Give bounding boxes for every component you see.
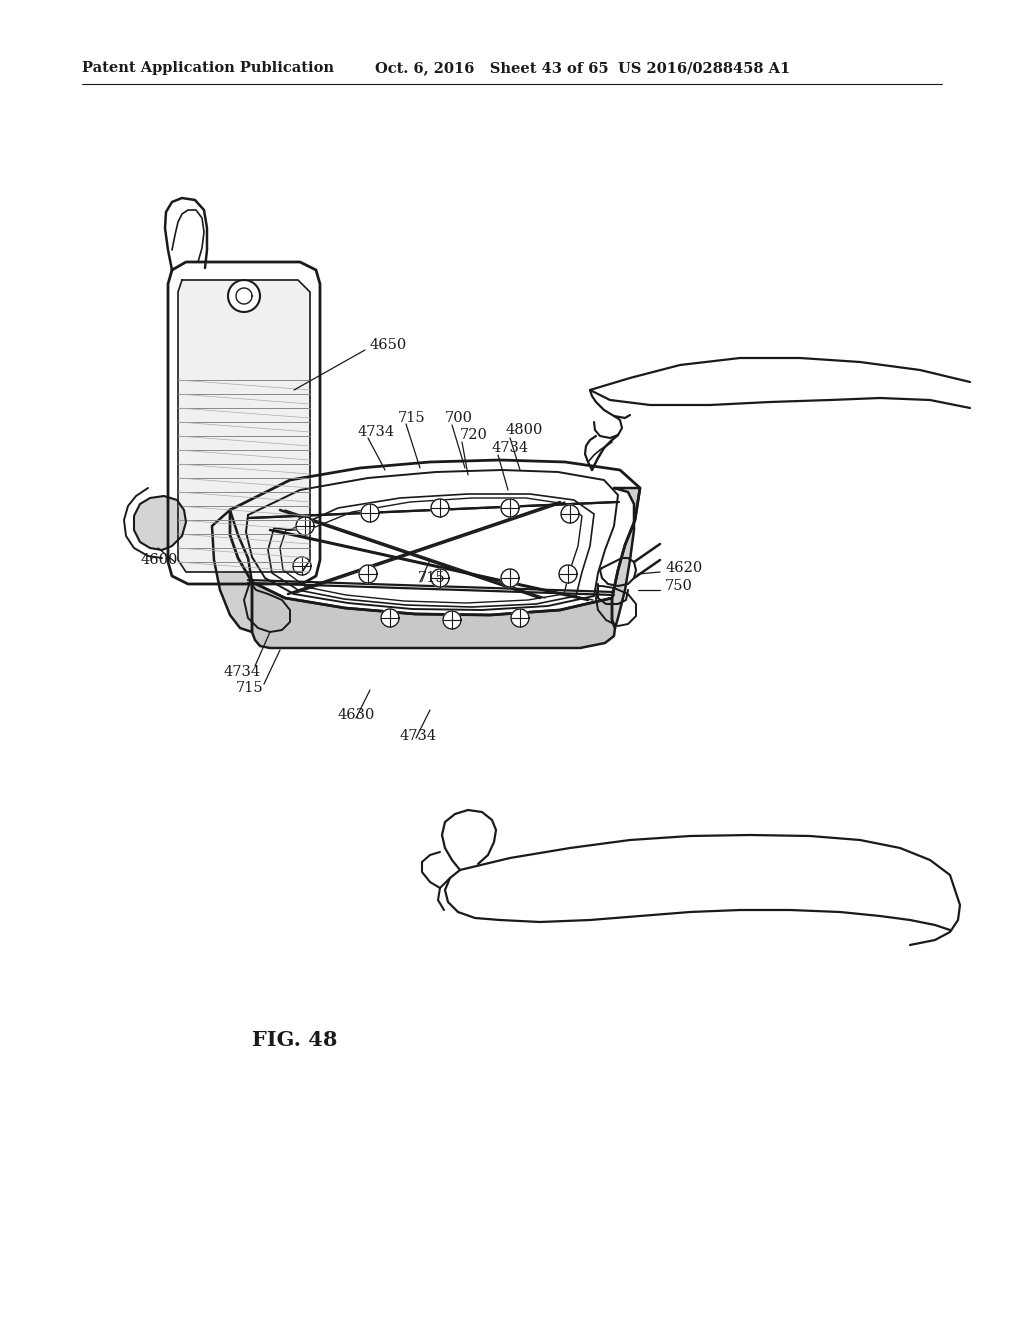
Text: 715: 715 xyxy=(418,572,445,585)
Polygon shape xyxy=(612,488,640,628)
Text: Patent Application Publication: Patent Application Publication xyxy=(82,61,334,75)
Polygon shape xyxy=(212,510,252,632)
Text: 4620: 4620 xyxy=(665,561,702,576)
Polygon shape xyxy=(501,499,519,517)
Text: 720: 720 xyxy=(460,428,487,442)
Text: 4734: 4734 xyxy=(492,441,529,455)
Text: US 2016/0288458 A1: US 2016/0288458 A1 xyxy=(618,61,791,75)
Text: 4600: 4600 xyxy=(140,553,178,568)
Polygon shape xyxy=(443,611,461,630)
Polygon shape xyxy=(134,496,186,550)
Polygon shape xyxy=(431,499,449,517)
Text: 4734: 4734 xyxy=(358,425,395,440)
Polygon shape xyxy=(511,609,529,627)
Polygon shape xyxy=(178,280,310,572)
Polygon shape xyxy=(296,517,314,535)
Text: 715: 715 xyxy=(398,411,426,425)
Text: 750: 750 xyxy=(665,579,693,593)
Text: 4734: 4734 xyxy=(400,729,437,743)
Polygon shape xyxy=(501,569,519,587)
Text: 700: 700 xyxy=(445,411,473,425)
Text: 4630: 4630 xyxy=(338,708,376,722)
Text: FIG. 48: FIG. 48 xyxy=(252,1030,338,1049)
Polygon shape xyxy=(559,565,577,583)
Polygon shape xyxy=(228,280,260,312)
Polygon shape xyxy=(359,565,377,583)
Polygon shape xyxy=(381,609,399,627)
Text: 4734: 4734 xyxy=(224,665,261,678)
Text: Oct. 6, 2016   Sheet 43 of 65: Oct. 6, 2016 Sheet 43 of 65 xyxy=(375,61,608,75)
Text: 4800: 4800 xyxy=(505,422,543,437)
Polygon shape xyxy=(361,504,379,521)
Text: 4650: 4650 xyxy=(370,338,408,352)
Text: 715: 715 xyxy=(236,681,263,696)
Polygon shape xyxy=(431,569,449,587)
Polygon shape xyxy=(561,506,579,523)
Polygon shape xyxy=(293,557,311,576)
Polygon shape xyxy=(252,582,615,648)
